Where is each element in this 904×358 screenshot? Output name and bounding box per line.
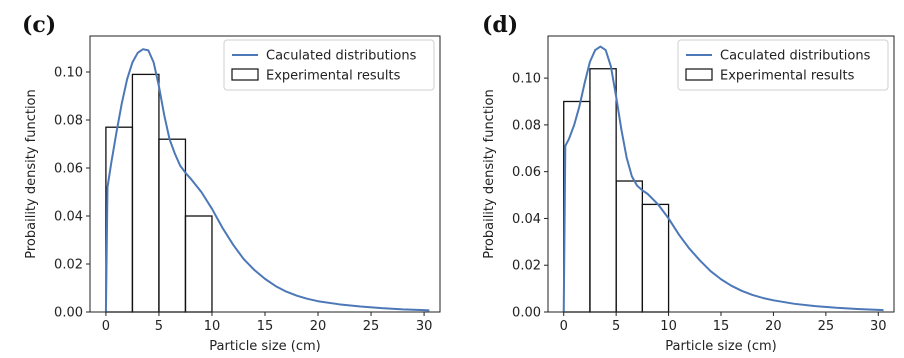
chart-1-legend-entry-calculated: Caculated distributions bbox=[266, 49, 417, 64]
chart-2-ytick-label: 0.08 bbox=[512, 118, 541, 133]
chart-1-hist-bar-3 bbox=[158, 138, 187, 313]
chart-1-hist-bar-2 bbox=[131, 73, 160, 313]
chart-1-x-axis-label: Particle size (cm) bbox=[209, 339, 320, 354]
chart-2-distribution-line bbox=[562, 45, 884, 313]
chart-2-xtick-label: 30 bbox=[870, 319, 887, 334]
chart-1-hist-bar-4 bbox=[184, 215, 213, 313]
chart-1-ytick-label: 0.04 bbox=[54, 210, 83, 225]
chart-2-legend-entry-calculated: Caculated distributions bbox=[720, 49, 871, 64]
chart-2-x-axis-label: Particle size (cm) bbox=[665, 339, 776, 354]
chart-2-y-axis-label: Probaility density function bbox=[482, 89, 497, 259]
chart-1: (c) 0 5 10 15 20 25 30 0.00 0.02 0.04 0.06 0.08 0.10 P… bbox=[22, 12, 441, 354]
chart-2-ytick-label: 0.00 bbox=[512, 306, 541, 321]
chart-1-xtick-label: 30 bbox=[416, 319, 433, 334]
chart-2-hist-bar-4 bbox=[641, 203, 670, 313]
chart-1-hist-bar-1 bbox=[105, 126, 134, 313]
chart-2-legend-box-swatch bbox=[685, 68, 713, 81]
chart-2-legend: Caculated distributions Experimental resu… bbox=[677, 39, 889, 91]
chart-2-legend-box bbox=[677, 39, 889, 91]
chart-1-xtick-label: 5 bbox=[155, 319, 163, 334]
chart-1-legend-box-swatch bbox=[231, 68, 259, 81]
chart-2-hist-bar-2 bbox=[589, 68, 617, 313]
chart-2-ytick-label: 0.02 bbox=[512, 259, 541, 274]
chart-1-legend: Caculated distributions Experimental resu… bbox=[223, 39, 435, 91]
chart-2-ytick-label: 0.04 bbox=[512, 212, 541, 227]
chart-1-xtick-label: 0 bbox=[102, 319, 110, 334]
chart-1-y-axis-label: Probaility density function bbox=[24, 89, 39, 259]
chart-1-panel-label: (c) bbox=[22, 12, 56, 38]
chart-2-xtick-label: 25 bbox=[818, 319, 835, 334]
chart-2-xtick-label: 0 bbox=[560, 319, 568, 334]
chart-2-xtick-label: 5 bbox=[612, 319, 620, 334]
chart-1-xtick-label: 25 bbox=[363, 319, 380, 334]
chart-2-ytick-label: 0.10 bbox=[512, 72, 541, 87]
chart-2-panel-label: (d) bbox=[482, 12, 518, 38]
chart-1-ytick-label: 0.10 bbox=[54, 66, 83, 81]
chart-1-legend-entry-experimental: Experimental results bbox=[266, 69, 401, 84]
chart-1-distribution-line bbox=[104, 48, 430, 313]
chart-1-ytick-label: 0.06 bbox=[54, 162, 83, 177]
chart-2-legend-entry-experimental: Experimental results bbox=[720, 69, 855, 84]
chart-2-ytick-label: 0.06 bbox=[512, 165, 541, 180]
chart-1-xtick-label: 20 bbox=[310, 319, 327, 334]
chart-1-ytick-label: 0.00 bbox=[54, 306, 83, 321]
chart-2-xtick-label: 20 bbox=[765, 319, 782, 334]
chart-1-ytick-label: 0.08 bbox=[54, 114, 83, 129]
chart-2-hist-bar-1 bbox=[563, 100, 591, 313]
chart-1-legend-box bbox=[223, 39, 435, 91]
chart-2-xtick-label: 10 bbox=[660, 319, 677, 334]
chart-2: (d) 0 5 10 15 20 25 30 0.00 0.02 0.04 0.06 0.08 0.10 P… bbox=[482, 12, 895, 354]
chart-2-hist-bar-3 bbox=[615, 180, 644, 313]
chart-2-xtick-label: 15 bbox=[713, 319, 730, 334]
chart-1-ytick-label: 0.02 bbox=[54, 258, 83, 273]
chart-1-xtick-label: 10 bbox=[204, 319, 221, 334]
chart-1-xtick-label: 15 bbox=[257, 319, 274, 334]
